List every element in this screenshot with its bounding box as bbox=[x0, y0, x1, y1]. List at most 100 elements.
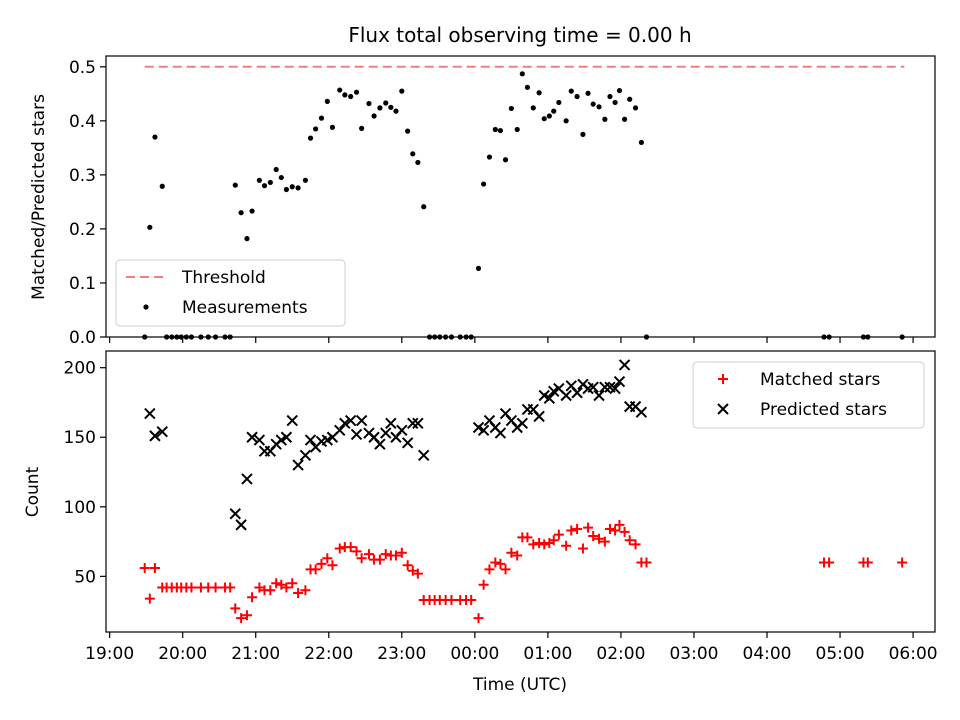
measurement-point bbox=[342, 92, 348, 98]
measurement-point bbox=[174, 334, 180, 340]
measurement-point bbox=[359, 125, 365, 132]
matched-star-point bbox=[281, 582, 292, 593]
measurement-point bbox=[278, 174, 284, 181]
matched-star-point bbox=[500, 564, 511, 575]
x-tick-label: 20:00 bbox=[158, 644, 207, 664]
legend-matched-label: Matched stars bbox=[760, 370, 880, 390]
measurement-point bbox=[273, 166, 279, 173]
measurement-point bbox=[448, 334, 455, 340]
matched-star-point bbox=[624, 535, 635, 546]
matched-star-point bbox=[824, 557, 835, 568]
measurement-point bbox=[142, 334, 148, 340]
top-x-ticks bbox=[109, 337, 914, 343]
y-tick-label: 200 bbox=[64, 359, 96, 379]
matched-star-point bbox=[566, 525, 577, 536]
matched-star-point bbox=[254, 582, 265, 593]
matched-star-point bbox=[345, 542, 356, 553]
matched-star-point bbox=[310, 564, 321, 575]
legend-matched-swatch bbox=[718, 374, 728, 384]
x-tick-label: 22:00 bbox=[304, 644, 353, 664]
measurement-point bbox=[313, 126, 319, 132]
matched-star-point bbox=[316, 558, 327, 569]
measurement-point bbox=[502, 157, 509, 163]
bottom-panel: 50 100 150 200 19:00 20:00 21:00 22:00 23:00 00:… bbox=[23, 350, 938, 695]
x-tick-label: 03:00 bbox=[669, 644, 718, 664]
matched-star-point bbox=[862, 557, 873, 568]
x-tick-label: 06:00 bbox=[889, 644, 938, 664]
matched-star-point bbox=[300, 585, 311, 596]
matched-star-point bbox=[396, 547, 407, 558]
predicted-star-point bbox=[516, 417, 529, 430]
measurement-point bbox=[463, 334, 469, 340]
measurement-point bbox=[244, 236, 250, 242]
measurement-point bbox=[546, 113, 552, 119]
predicted-star-point bbox=[299, 449, 312, 462]
top-y-axis-label: Matched/Predicted stars bbox=[29, 94, 49, 300]
matched-star-point bbox=[230, 603, 241, 614]
matched-star-point bbox=[363, 549, 374, 560]
matched-star-point bbox=[144, 593, 155, 604]
measurement-point bbox=[826, 334, 832, 340]
matched-star-point bbox=[553, 529, 564, 540]
measurement-point bbox=[183, 334, 189, 340]
measurement-point bbox=[481, 181, 487, 187]
measurement-point bbox=[524, 84, 531, 90]
measurement-point bbox=[222, 334, 228, 340]
matched-star-point bbox=[225, 582, 236, 593]
measurement-point bbox=[227, 334, 233, 340]
measurement-point bbox=[383, 100, 389, 106]
matched-star-point bbox=[506, 547, 517, 558]
matched-star-point bbox=[247, 592, 258, 603]
predicted-star-point bbox=[613, 375, 626, 388]
matched-star-point bbox=[484, 564, 495, 575]
y-tick-label: 0.2 bbox=[69, 220, 96, 240]
x-tick-label: 04:00 bbox=[743, 644, 792, 664]
measurement-point bbox=[307, 135, 314, 141]
measurement-point bbox=[256, 177, 262, 183]
measurement-point bbox=[585, 90, 591, 96]
matched-star-point bbox=[619, 526, 630, 537]
x-tick-label: 01:00 bbox=[523, 644, 572, 664]
top-legend: Threshold Measurements bbox=[115, 259, 346, 327]
measurement-point bbox=[410, 151, 416, 157]
predicted-star-point bbox=[144, 407, 156, 420]
matched-star-point bbox=[322, 553, 333, 564]
matched-star-point bbox=[149, 563, 160, 574]
measurement-point bbox=[188, 334, 195, 340]
matched-star-point bbox=[641, 557, 652, 568]
measurement-point bbox=[457, 334, 463, 340]
measurement-point bbox=[147, 224, 153, 230]
measurement-point bbox=[329, 124, 336, 130]
measurement-point bbox=[238, 210, 244, 216]
measurement-point bbox=[541, 116, 547, 122]
measurement-point bbox=[178, 334, 184, 340]
predicted-star-point bbox=[241, 473, 253, 485]
predicted-star-point bbox=[635, 406, 648, 418]
matched-star-point bbox=[334, 543, 345, 554]
bottom-legend: Matched stars Predicted stars bbox=[692, 361, 925, 429]
measurement-point bbox=[232, 182, 238, 188]
matched-star-point bbox=[186, 582, 197, 593]
measurement-point bbox=[302, 177, 308, 183]
matched-star-point bbox=[390, 550, 401, 561]
matched-star-point bbox=[583, 522, 594, 533]
predicted-star-point bbox=[286, 414, 298, 427]
predicted-star-point bbox=[618, 359, 631, 371]
matched-star-point bbox=[588, 531, 599, 542]
y-tick-label: 0.5 bbox=[69, 58, 96, 78]
matched-star-point bbox=[610, 525, 621, 536]
matched-star-point bbox=[599, 536, 610, 547]
y-tick-label: 0.1 bbox=[69, 274, 96, 294]
measurement-point bbox=[249, 208, 255, 214]
measurement-point bbox=[643, 334, 650, 340]
matched-star-point bbox=[446, 595, 457, 606]
predicted-star-point bbox=[599, 381, 611, 393]
top-panel: 0.0 0.1 0.2 0.3 0.4 0.5 Matched/Predicted sta… bbox=[29, 55, 936, 348]
matched-star-point bbox=[478, 579, 489, 590]
measurement-point bbox=[393, 108, 399, 114]
predicted-star-point bbox=[380, 427, 392, 439]
measurement-point bbox=[568, 88, 574, 94]
matched-star-point bbox=[241, 610, 252, 621]
measurement-point bbox=[865, 334, 871, 340]
measurement-point bbox=[616, 87, 623, 94]
